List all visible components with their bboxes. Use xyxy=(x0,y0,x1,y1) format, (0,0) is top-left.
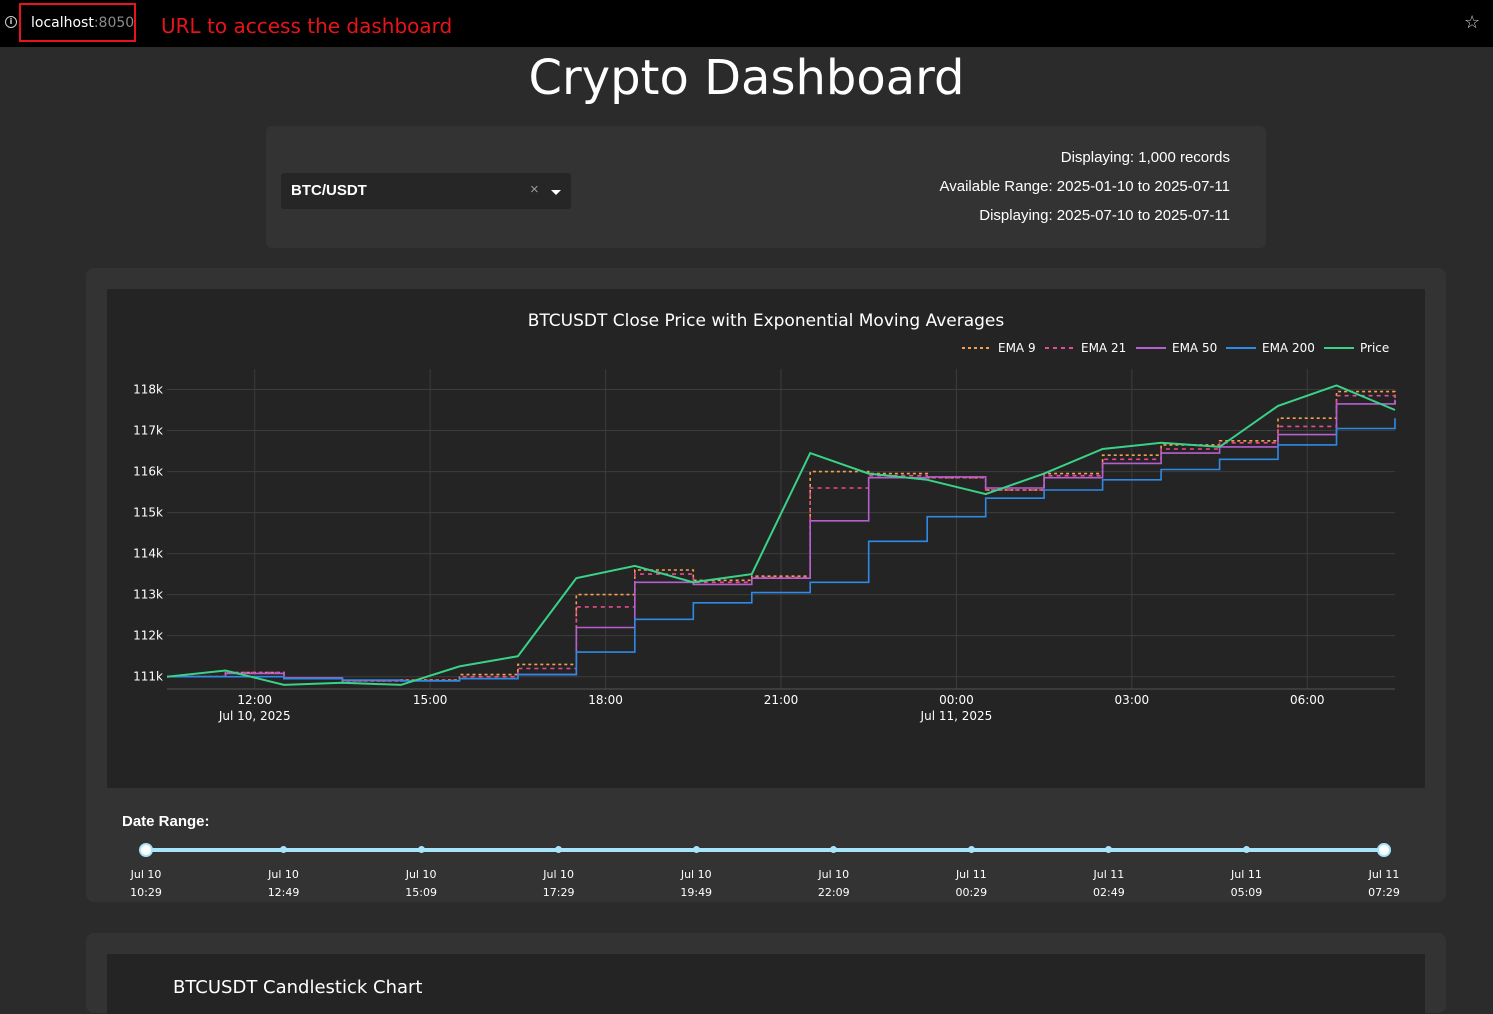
chevron-down-icon[interactable] xyxy=(551,190,561,195)
slider-dot xyxy=(692,846,700,853)
slider-mark-label: Jul 11 05:09 xyxy=(1216,866,1276,902)
available-range-text: Available Range: 2025-01-10 to 2025-07-1… xyxy=(939,178,1231,195)
page-title: Crypto Dashboard xyxy=(528,50,965,106)
y-tick-label: 111k xyxy=(133,670,163,684)
x-tick-label: 00:00 xyxy=(939,693,974,707)
candlestick-chart-container[interactable]: BTCUSDT Candlestick Chart xyxy=(107,954,1425,1014)
y-tick-label: 112k xyxy=(133,629,163,643)
slider-mark-time: 10:29 xyxy=(130,886,162,899)
ema-chart-container[interactable]: BTCUSDT Close Price with Exponential Mov… xyxy=(107,289,1425,788)
candlestick-chart-title: BTCUSDT Candlestick Chart xyxy=(173,977,423,998)
y-tick-label: 115k xyxy=(133,506,163,520)
date-range-slider-track[interactable] xyxy=(146,848,1385,852)
slider-mark-time: 12:49 xyxy=(267,886,300,899)
legend-entry: Price xyxy=(1360,341,1389,355)
legend-entry: EMA 50 xyxy=(1172,341,1217,355)
slider-mark-label: Jul 11 02:49 xyxy=(1079,866,1139,902)
slider-mark-date: Jul 10 xyxy=(543,868,575,881)
date-range-label: Date Range: xyxy=(122,813,210,830)
slider-mark-time: 07:29 xyxy=(1368,886,1400,899)
slider-mark-label: Jul 10 17:29 xyxy=(529,866,589,902)
slider-mark-date: Jul 10 xyxy=(130,868,162,881)
clear-icon[interactable]: × xyxy=(530,181,539,198)
displaying-range-text: Displaying: 2025-07-10 to 2025-07-11 xyxy=(979,207,1230,224)
slider-mark-time: 02:49 xyxy=(1093,886,1125,899)
slider-mark-label: Jul 11 00:29 xyxy=(941,866,1001,902)
slider-handle[interactable] xyxy=(1377,843,1391,857)
series-line-price xyxy=(166,384,1396,686)
y-tick-label: 113k xyxy=(133,588,163,602)
address-bar-url[interactable]: localhost:8050 xyxy=(31,15,134,31)
slider-mark-date: Jul 10 xyxy=(818,868,850,881)
legend-entry: EMA 9 xyxy=(998,341,1036,355)
ema-chart[interactable]: BTCUSDT Close Price with Exponential Mov… xyxy=(107,289,1425,788)
records-count-text: Displaying: 1,000 records xyxy=(1060,149,1230,166)
slider-dot xyxy=(1242,846,1250,853)
slider-mark-label: Jul 10 15:09 xyxy=(391,866,451,902)
slider-dot xyxy=(417,846,425,853)
controls-card: BTC/USDT × Displaying: 1,000 records Ava… xyxy=(266,126,1266,248)
slider-mark-label: Jul 11 07:29 xyxy=(1354,866,1414,902)
slider-mark-time: 22:09 xyxy=(817,886,850,899)
slider-mark-time: 15:09 xyxy=(405,886,437,899)
x-tick-label: 03:00 xyxy=(1115,693,1150,707)
browser-top-bar: i localhost:8050 URL to access the dashb… xyxy=(0,0,1493,47)
slider-mark-time: 00:29 xyxy=(955,886,988,899)
slider-mark-date: Jul 11 xyxy=(955,868,987,881)
info-icon[interactable]: i xyxy=(5,16,17,28)
legend-entry: EMA 200 xyxy=(1262,341,1315,355)
y-tick-label: 117k xyxy=(133,424,163,438)
slider-dot xyxy=(1105,846,1113,853)
slider-dot xyxy=(830,846,838,853)
slider-mark-date: Jul 11 xyxy=(1231,868,1262,881)
symbol-select-value: BTC/USDT xyxy=(291,182,367,199)
x-tick-label: 21:00 xyxy=(764,693,799,707)
slider-mark-label: Jul 10 19:49 xyxy=(666,866,726,902)
y-tick-label: 116k xyxy=(133,465,163,479)
slider-mark-label: Jul 10 22:09 xyxy=(804,866,864,902)
x-tick-sublabel: Jul 11, 2025 xyxy=(920,709,993,723)
slider-mark-date: Jul 10 xyxy=(680,868,712,881)
slider-dot xyxy=(967,846,975,853)
y-tick-label: 118k xyxy=(133,383,163,397)
url-highlight-box xyxy=(19,3,136,42)
url-port: :8050 xyxy=(93,15,135,31)
candlestick-chart-card: BTCUSDT Candlestick Chart xyxy=(86,933,1446,1014)
url-annotation: URL to access the dashboard xyxy=(161,14,453,38)
slider-mark-date: Jul 10 xyxy=(268,868,299,881)
x-tick-label: 12:00 xyxy=(237,693,272,707)
x-tick-label: 15:00 xyxy=(413,693,448,707)
ema-chart-card: BTCUSDT Close Price with Exponential Mov… xyxy=(86,268,1446,902)
y-tick-label: 114k xyxy=(133,547,163,561)
slider-mark-label: Jul 10 10:29 xyxy=(116,866,176,902)
x-tick-label: 06:00 xyxy=(1290,693,1325,707)
symbol-select[interactable]: BTC/USDT × xyxy=(281,173,571,209)
x-tick-label: 18:00 xyxy=(588,693,623,707)
slider-mark-time: 19:49 xyxy=(680,886,713,899)
slider-handle[interactable] xyxy=(139,843,153,857)
slider-mark-time: 05:09 xyxy=(1230,886,1263,899)
x-tick-sublabel: Jul 10, 2025 xyxy=(218,709,291,723)
slider-mark-date: Jul 11 xyxy=(1093,868,1125,881)
series-line-ema-200 xyxy=(167,418,1396,682)
slider-mark-time: 17:29 xyxy=(542,886,575,899)
bookmark-star-icon[interactable]: ☆ xyxy=(1464,12,1481,32)
slider-mark-label: Jul 10 12:49 xyxy=(254,866,314,902)
url-host: localhost xyxy=(31,15,94,31)
chart-title: BTCUSDT Close Price with Exponential Mov… xyxy=(528,311,1005,331)
slider-mark-date: Jul 11 xyxy=(1368,868,1400,881)
slider-dot xyxy=(555,846,563,853)
legend-entry: EMA 21 xyxy=(1081,341,1126,355)
slider-dot xyxy=(280,846,288,853)
slider-mark-date: Jul 10 xyxy=(405,868,437,881)
